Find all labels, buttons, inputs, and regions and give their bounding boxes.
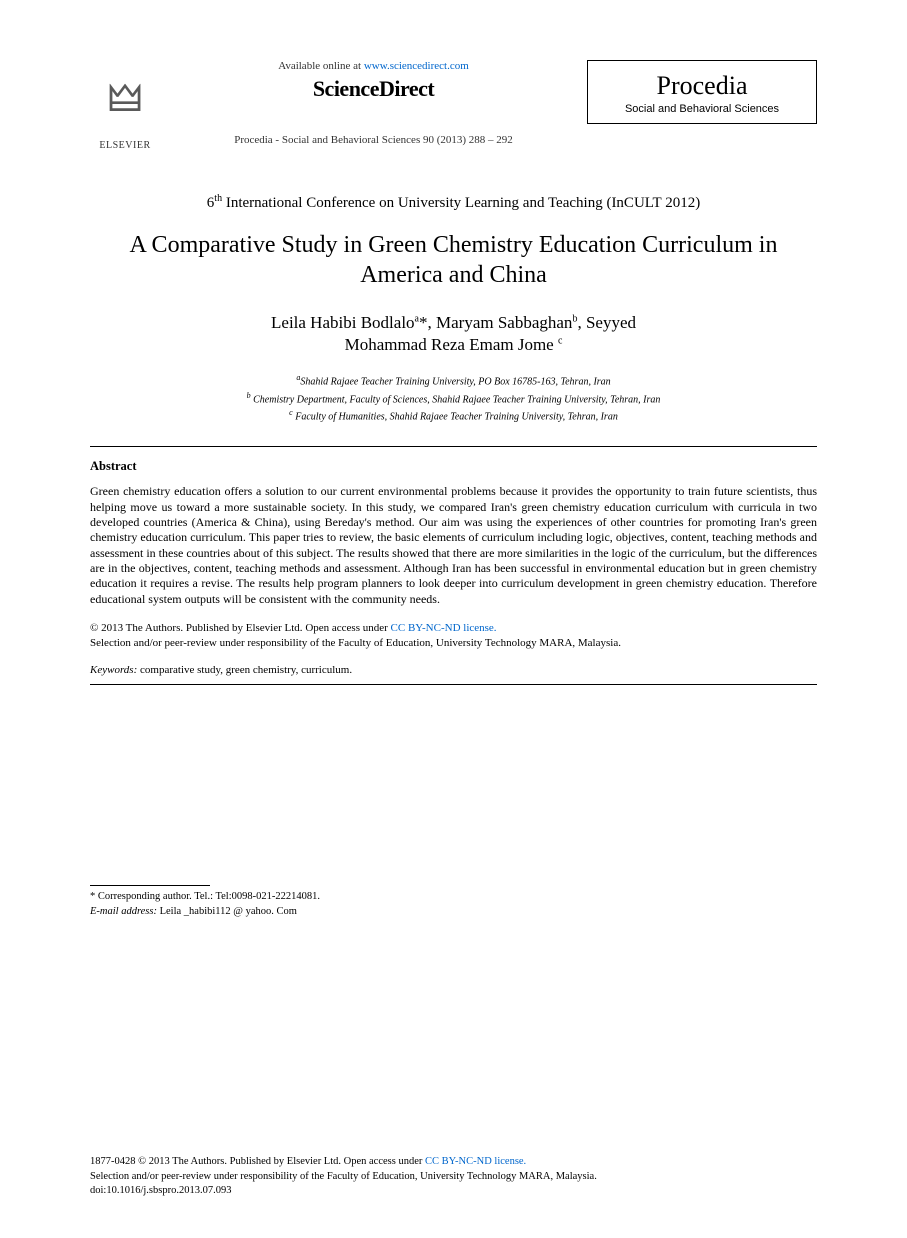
divider-bottom [90, 684, 817, 685]
journal-reference: Procedia - Social and Behavioral Science… [180, 134, 567, 146]
available-url[interactable]: www.sciencedirect.com [364, 60, 469, 72]
header-row: 🜲 ELSEVIER Available online at www.scien… [90, 60, 817, 151]
keywords-text: comparative study, green chemistry, curr… [137, 664, 352, 676]
author-2-name: Maryam Sabbaghan [436, 313, 572, 332]
copyright-line1b: Open access under [305, 622, 390, 634]
footer-line1a: 1877-0428 © 2013 The Authors. Published … [90, 1156, 344, 1167]
aff-a-text: Shahid Rajaee Teacher Training Universit… [300, 377, 610, 388]
author-1-name: Leila Habibi Bodlalo [271, 313, 415, 332]
aff-b-text: Chemistry Department, Faculty of Science… [251, 394, 661, 405]
aff-c-text: Faculty of Humanities, Shahid Rajaee Tea… [293, 411, 618, 422]
author-3-first: Seyyed [586, 313, 636, 332]
abstract-body: Green chemistry education offers a solut… [90, 484, 817, 607]
procedia-title: Procedia [602, 71, 802, 101]
footer-cc-link[interactable]: CC BY-NC-ND license. [425, 1156, 526, 1167]
cc-license-link[interactable]: CC BY-NC-ND license. [391, 622, 497, 634]
keywords-line: Keywords: comparative study, green chemi… [90, 664, 817, 676]
tree-icon: 🜲 [108, 80, 143, 118]
sciencedirect-logo-text: ScienceDirect [180, 76, 567, 102]
keywords-label: Keywords: [90, 664, 137, 676]
footer-line2: Selection and/or peer-review under respo… [90, 1171, 597, 1182]
affiliations-block: aShahid Rajaee Teacher Training Universi… [90, 372, 817, 424]
corr-email-value: Leila _habibi112 @ yahoo. Com [157, 906, 297, 917]
author-3-mark: c [558, 335, 562, 346]
authors-block: Leila Habibi Bodlaloa*, Maryam Sabbaghan… [90, 312, 817, 356]
elsevier-block: 🜲 ELSEVIER [90, 60, 160, 151]
author-1-asterisk: * [419, 313, 428, 332]
divider-top [90, 446, 817, 447]
footer-block: 1877-0428 © 2013 The Authors. Published … [90, 1155, 817, 1198]
available-text: Available online at [278, 60, 364, 72]
available-online-line: Available online at www.sciencedirect.co… [180, 60, 567, 72]
corr-email-line: E-mail address: Leila _habibi112 @ yahoo… [90, 905, 817, 920]
corresponding-author-block: * Corresponding author. Tel.: Tel:0098-0… [90, 885, 817, 919]
author-3-rest: Mohammad Reza Emam Jome [345, 335, 558, 354]
paper-title: A Comparative Study in Green Chemistry E… [90, 230, 817, 290]
copyright-line1a: © 2013 The Authors. Published by Elsevie… [90, 622, 305, 634]
corr-line1: * Corresponding author. Tel.: Tel:0098-0… [90, 890, 817, 905]
corr-email-label: E-mail address: [90, 906, 157, 917]
copyright-line2: Selection and/or peer-review under respo… [90, 637, 621, 649]
conference-line: 6th International Conference on Universi… [90, 193, 817, 212]
conf-ordinal-suffix: th [214, 193, 222, 204]
center-header: Available online at www.sciencedirect.co… [160, 60, 587, 146]
elsevier-label: ELSEVIER [99, 140, 150, 151]
corr-rule [90, 885, 210, 886]
elsevier-logo: 🜲 [90, 60, 160, 138]
procedia-box: Procedia Social and Behavioral Sciences [587, 60, 817, 124]
abstract-heading: Abstract [90, 459, 817, 474]
footer-doi: doi:10.1016/j.sbspro.2013.07.093 [90, 1185, 231, 1196]
author-sep-1: , [428, 313, 437, 332]
conf-name: International Conference on University L… [222, 195, 700, 211]
author-sep-2: , [577, 313, 586, 332]
copyright-block: © 2013 The Authors. Published by Elsevie… [90, 621, 817, 652]
procedia-subtitle: Social and Behavioral Sciences [602, 103, 802, 115]
footer-line1b: Open access under [344, 1156, 425, 1167]
